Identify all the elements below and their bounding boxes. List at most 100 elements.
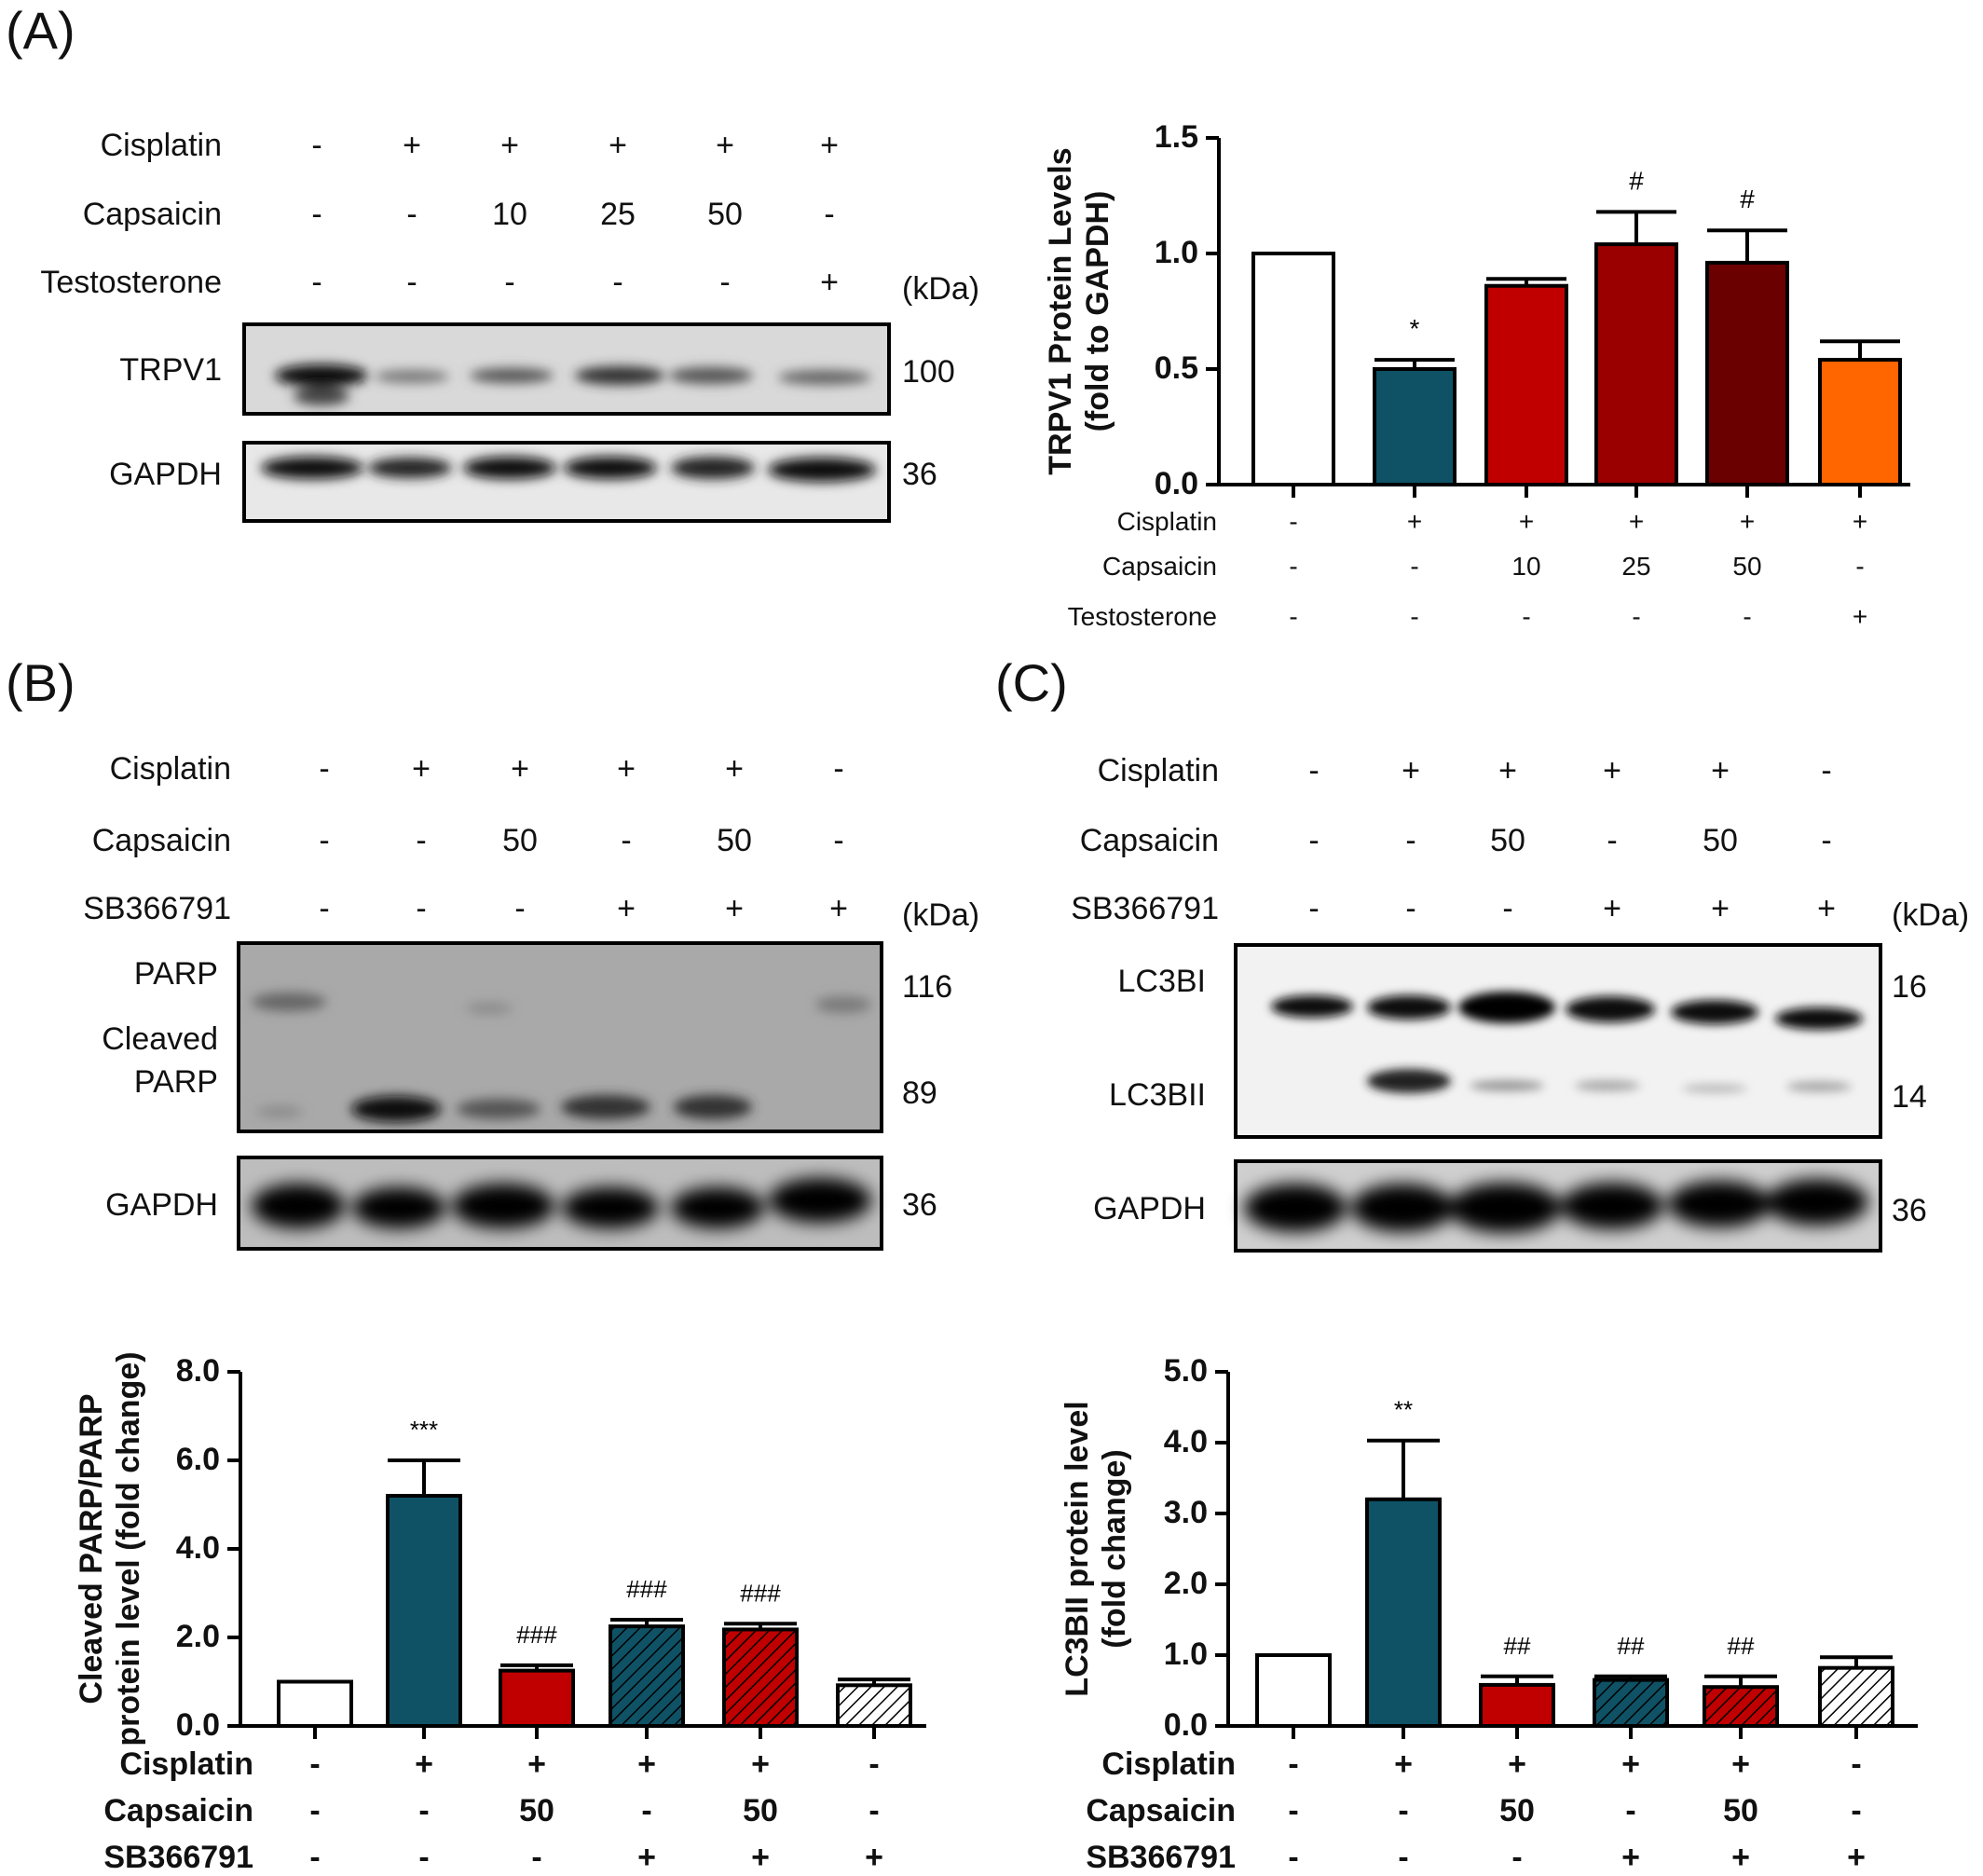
bar (1705, 260, 1789, 487)
blot-b-cell: 50 (717, 823, 752, 858)
blot-c-cell: 50 (1703, 823, 1738, 858)
chart-row-cell: + (1621, 1746, 1640, 1782)
panel-label-c: (C) (995, 653, 1068, 712)
chart-row-cell: + (865, 1840, 883, 1875)
blot-a-cell: - (406, 265, 417, 300)
blot-label-lc3bii: LC3BII (1109, 1077, 1206, 1113)
significance-mark: # (1740, 185, 1755, 213)
chart-row-name-sb366791: SB366791 (1086, 1840, 1236, 1875)
blot-b-row-name-cisplatin: Cisplatin (109, 751, 231, 787)
chart-row-cell: - (531, 1840, 542, 1875)
chart-row-cell: 50 (743, 1793, 778, 1828)
significance-mark: ## (1504, 1632, 1531, 1660)
chart-row-cell: + (637, 1840, 656, 1875)
kda-cleaved-parp: 89 (902, 1075, 937, 1111)
kda-unit-a: (kDa) (902, 271, 980, 307)
y-tick-label: 0.5 (1154, 350, 1198, 386)
blot-c-cell: + (1711, 753, 1730, 788)
blot-a-cell: - (824, 197, 835, 232)
blot-a-cell: - (311, 265, 322, 300)
chart-row-name-testosterone: Testosterone (1067, 602, 1217, 631)
blot-c-cell: + (1402, 753, 1420, 788)
blot-b-cell: - (319, 751, 330, 787)
significance-mark: * (1410, 314, 1420, 343)
y-tick-label: 2.0 (1163, 1566, 1208, 1601)
blot-a-row-name-capsaicin: Capsaicin (82, 197, 222, 232)
blot-c-cell: + (1817, 891, 1836, 926)
y-axis-label: LC3BII protein level (fold change) (1059, 1401, 1133, 1696)
y-axis-label: Cleaved PARP/PARP protein level (fold cha… (73, 1351, 147, 1746)
blot-a-cell: - (406, 197, 417, 232)
chart-row-cell: - (1625, 1793, 1636, 1828)
blot-a-cell: + (500, 128, 519, 163)
bar (722, 1627, 799, 1728)
chart-row-cell: + (1508, 1746, 1526, 1782)
chart-row-cell: - (1288, 1746, 1299, 1782)
bar (499, 1668, 575, 1728)
y-axis-label-line: TRPV1 Protein Levels (1043, 147, 1078, 475)
blot-a-row-name-cisplatin: Cisplatin (100, 128, 222, 163)
blot-c-cell: + (1498, 753, 1517, 788)
chart-row-cell: - (641, 1793, 652, 1828)
chart-row-cell: + (1406, 507, 1423, 536)
bar (1818, 1665, 1894, 1729)
chart-row-cell: + (1628, 507, 1645, 536)
chart-row-cell: - (1288, 1793, 1299, 1828)
blot-a-gapdh (242, 441, 891, 523)
chart-a-trpv1: * # # (1206, 136, 1910, 498)
y-tick-label: 1.0 (1163, 1636, 1208, 1672)
y-tick-label: 4.0 (175, 1530, 220, 1566)
blot-c-cell: - (1502, 891, 1513, 926)
chart-row-cell: + (1731, 1746, 1750, 1782)
y-tick-label: 3.0 (1163, 1495, 1208, 1530)
chart-c-lc3bii: ** ## ## ## (1215, 1370, 1918, 1739)
chart-row-cell: - (1410, 602, 1419, 631)
chart-row-cell: - (309, 1793, 321, 1828)
blot-a-cell: + (820, 265, 839, 300)
y-tick-label: 0.0 (1154, 466, 1198, 501)
chart-row-cell: - (309, 1746, 321, 1782)
blot-b-cell: - (833, 751, 844, 787)
blot-b-cell: + (511, 751, 529, 787)
kda-parp: 116 (902, 969, 953, 1005)
chart-row-cell: + (1739, 507, 1756, 536)
blot-b-cell: + (725, 891, 744, 926)
chart-row-cell: + (1847, 1840, 1866, 1875)
y-axis-label-line: Cleaved PARP/PARP (74, 1393, 109, 1705)
blot-b-gapdh (237, 1156, 883, 1251)
chart-row-cell: + (1852, 602, 1868, 631)
blot-b-cell: - (319, 891, 330, 926)
blot-c-cell: - (1821, 823, 1832, 858)
bar (1479, 1682, 1555, 1729)
blot-label-gapdh-c: GAPDH (1093, 1191, 1206, 1226)
blot-label-trpv1: TRPV1 (119, 352, 222, 388)
y-tick-label: 6.0 (175, 1442, 220, 1477)
significance-mark: *** (410, 1416, 438, 1444)
blot-a-cell: - (719, 265, 731, 300)
blot-label-gapdh-b: GAPDH (105, 1187, 218, 1223)
blot-b-cell: - (416, 891, 427, 926)
y-tick-label: 0.0 (175, 1707, 220, 1743)
y-axis-label-line: (fold to GAPDH) (1080, 190, 1115, 432)
chart-row-cell: + (1621, 1840, 1640, 1875)
blot-c-cell: - (1308, 823, 1320, 858)
chart-row-name-sb366791: SB366791 (103, 1840, 253, 1875)
chart-row-cell: + (1518, 507, 1535, 536)
blot-label-gapdh-a: GAPDH (109, 457, 222, 492)
chart-row-name-cisplatin: Cisplatin (119, 1746, 253, 1782)
significance-mark: # (1629, 166, 1644, 195)
blot-b-cell: + (725, 751, 744, 787)
blot-a-cell: - (504, 265, 515, 300)
kda-lc3bi: 16 (1892, 969, 1927, 1005)
blot-c-cell: - (1405, 891, 1416, 926)
chart-row-cell: - (1398, 1840, 1409, 1875)
chart-row-cell: 50 (1723, 1793, 1758, 1828)
blot-b-cell: - (514, 891, 526, 926)
y-axis-label-line: LC3BII protein level (1060, 1401, 1095, 1697)
chart-row-cell: - (1743, 602, 1752, 631)
panel-label-b: (B) (6, 653, 75, 712)
blot-b-row-name-sb366791: SB366791 (83, 891, 231, 926)
blot-b-cell: 50 (502, 823, 538, 858)
blot-a-cell: 25 (600, 197, 636, 232)
